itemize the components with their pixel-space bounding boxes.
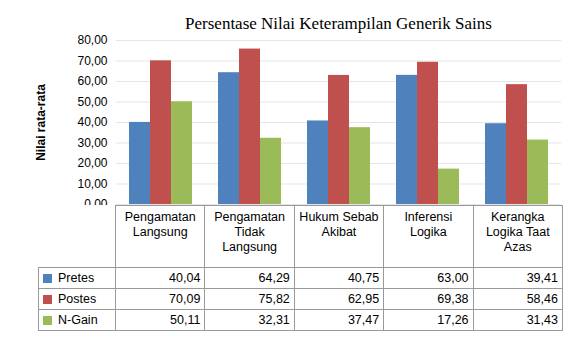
html-text:Persentase Nilai Keterampilan: Persentase Nilai Keterampilan Generik Sa… [185,14,492,33]
html-text:Pretes: Pretes [58,271,95,285]
html-text:69,38: 69,38 [437,292,469,306]
html-text:64,29: 64,29 [258,271,290,285]
html-text:Kerangka Logika Taat Azas: Kerangka Logika Taat Azas [485,210,550,254]
html-text:Postes: Postes [58,292,97,306]
svg-text:10,00: 10,00 [77,177,107,191]
svg-text:0,00: 0,00 [84,197,108,205]
svg-text:40,00: 40,00 [77,115,107,129]
html-text:40,04: 40,04 [169,271,201,285]
html-text:75,82: 75,82 [258,292,290,306]
html-text:Inferensi Logika: Inferensi Logika [404,210,453,239]
html-text:17,26: 17,26 [437,313,469,327]
html-text:N-Gain: N-Gain [58,313,98,327]
svg-text:30,00: 30,00 [77,136,107,150]
svg-text:Nilai rata-rata: Nilai rata-rata [34,84,48,161]
html-text:31,43: 31,43 [526,313,558,327]
html-text:58,46: 58,46 [526,292,558,306]
svg-text:20,00: 20,00 [77,156,107,170]
svg-text:60,00: 60,00 [77,74,107,88]
svg-text:70,00: 70,00 [77,54,107,68]
html-text:63,00: 63,00 [437,271,469,285]
html-text:Hukum Sebab Akibat: Hukum Sebab Akibat [299,210,379,239]
html-text:70,09: 70,09 [169,292,201,306]
html-text:37,47: 37,47 [347,313,380,327]
html-text:62,95: 62,95 [347,292,380,306]
html-text:Pengamatan Langsung: Pengamatan Langsung [124,210,196,239]
html-text:50,11: 50,11 [170,313,201,327]
svg-text:50,00: 50,00 [77,95,107,109]
svg-text:80,00: 80,00 [77,33,107,47]
html-text:Pengamatan Tidak Langsung: Pengamatan Tidak Langsung [214,210,285,254]
html-text:39,41: 39,41 [526,271,558,285]
html-text:32,31: 32,31 [258,313,290,327]
html-text:40,75: 40,75 [347,271,380,285]
